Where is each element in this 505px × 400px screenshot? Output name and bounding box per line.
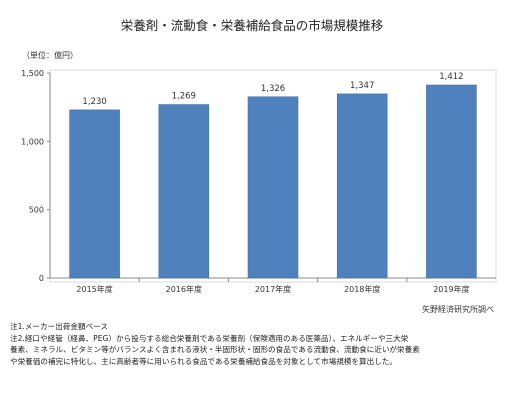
x-tick-label: 2018年度	[344, 284, 380, 294]
footnotes: 注1.メーカー出荷金額ベース 注2.経口や経管（経鼻、PEG）から投与する総合栄…	[10, 321, 502, 367]
y-tick-label: 1,500	[21, 69, 44, 78]
source-label: 矢野経済研究所調べ	[422, 304, 494, 314]
data-label: 1,269	[172, 92, 196, 102]
data-label: 1,326	[261, 84, 285, 94]
footnote-2-line-2: 養素、ミネラル、ビタミン等がバランスよく含まれる液状・半固形状・固形の食品である…	[10, 345, 420, 354]
y-tick-label: 1,000	[21, 137, 44, 146]
data-label: 1,412	[439, 72, 463, 82]
unit-label: （単位：億円）	[22, 50, 78, 60]
chart-title: 栄養剤・流動食・栄養補給食品の市場規模推移	[121, 18, 384, 33]
bar	[247, 96, 299, 279]
footnote-1: 注1.メーカー出荷金額ベース	[10, 322, 108, 331]
data-label: 1,347	[350, 81, 374, 91]
bar	[426, 84, 477, 279]
x-tick-label: 2019年度	[433, 284, 469, 294]
footnote-2-line-1: 注2.経口や経管（経鼻、PEG）から投与する総合栄養剤である栄養剤（保険適用のあ…	[10, 333, 409, 343]
bar	[336, 93, 388, 279]
y-tick-label: 0	[39, 274, 44, 283]
bar	[69, 109, 120, 279]
bar	[158, 104, 210, 279]
x-tick-label: 2015年度	[76, 284, 112, 294]
y-tick-label: 500	[29, 206, 44, 215]
x-tick-label: 2017年度	[255, 284, 291, 294]
footnote-2-line-3: や栄養価の補完に特化し、主に高齢者等に用いられる食品である栄養補給食品を対象とし…	[10, 356, 397, 366]
x-tick-label: 2016年度	[166, 284, 202, 294]
data-label: 1,230	[82, 97, 106, 107]
